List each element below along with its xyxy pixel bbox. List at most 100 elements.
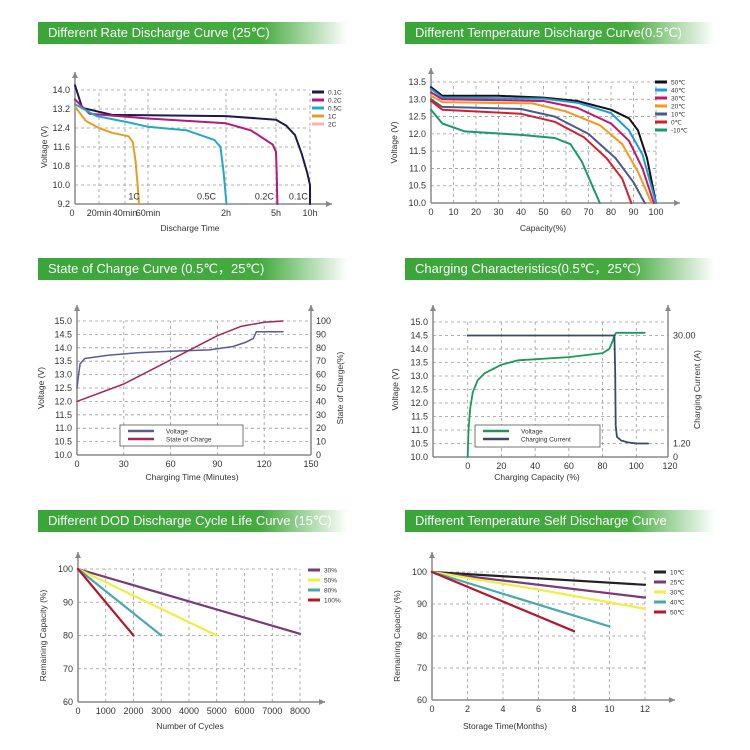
x-tick-label: 7000 bbox=[262, 706, 282, 716]
x-tick-label: 3000 bbox=[151, 706, 171, 716]
title-charging-characteristics: Charging Characteristics(0.5℃，25℃) bbox=[405, 258, 715, 280]
x-tick-label: 10 bbox=[604, 704, 614, 714]
y-tick-label: 10.5 bbox=[410, 439, 428, 449]
x-tick-label: 30 bbox=[493, 207, 503, 217]
y2-tick-label: 20 bbox=[316, 423, 326, 433]
y2-tick-label: 30.00 bbox=[673, 331, 696, 341]
y-tick-label: 60 bbox=[63, 697, 73, 707]
y-tick-label: 14.0 bbox=[54, 343, 72, 353]
series-line-40- bbox=[430, 570, 611, 628]
legend-label: 1C bbox=[328, 114, 337, 121]
series-line-10- bbox=[430, 570, 647, 586]
series-line-100- bbox=[76, 567, 135, 637]
x-tick-label: 10h bbox=[302, 208, 317, 218]
curve-annotation: 0.1C bbox=[289, 191, 309, 201]
legend-label: 40℃ bbox=[671, 88, 686, 95]
x-tick-label: 5h bbox=[271, 208, 281, 218]
legend-label: 100% bbox=[324, 598, 341, 605]
legend-label: 50℃ bbox=[670, 610, 685, 617]
y-tick-label: 80 bbox=[417, 631, 427, 641]
x-tick-label: 60 bbox=[561, 207, 571, 217]
series-line-50- bbox=[430, 86, 657, 204]
y-tick-label: 10.0 bbox=[54, 450, 72, 460]
y-axis-arrow-icon bbox=[428, 68, 434, 74]
y-axis-label: Remaining Capacity (%) bbox=[392, 590, 402, 682]
x-tick-label: 2h bbox=[221, 208, 231, 218]
y2-tick-label: 70 bbox=[316, 356, 326, 366]
y2-axis-label: Charging Current (A) bbox=[692, 350, 702, 429]
x-tick-label: 150 bbox=[303, 459, 318, 469]
x-tick-label: 120 bbox=[257, 459, 272, 469]
y-tick-label: 13.0 bbox=[408, 94, 426, 104]
y-tick-label: 11.6 bbox=[53, 142, 70, 152]
y-tick-label: 11.5 bbox=[409, 146, 426, 156]
y2-axis-arrow-icon bbox=[308, 305, 314, 311]
y-tick-label: 10.8 bbox=[52, 161, 70, 171]
y-tick-label: 13.5 bbox=[408, 77, 426, 87]
y-axis-arrow-icon bbox=[430, 305, 436, 311]
title-state-of-charge: State of Charge Curve (0.5℃，25℃) bbox=[38, 258, 348, 280]
legend-label: 10℃ bbox=[671, 112, 686, 119]
y-tick-label: 11.0 bbox=[411, 425, 428, 435]
title-dod-cycle-life: Different DOD Discharge Cycle Life Curve… bbox=[38, 510, 348, 532]
legend-label: 40℃ bbox=[670, 600, 685, 607]
series-line--10- bbox=[430, 108, 601, 204]
x-tick-label: 6 bbox=[536, 704, 541, 714]
x-tick-label: 60 bbox=[166, 459, 176, 469]
series-line-10- bbox=[430, 98, 646, 204]
title-temperature-discharge: Different Temperature Discharge Curve(0.… bbox=[405, 22, 715, 44]
x-tick-label: 2000 bbox=[123, 706, 143, 716]
x-tick-label: 90 bbox=[212, 459, 222, 469]
y-axis-arrow-icon bbox=[75, 552, 81, 558]
y-tick-label: 13.0 bbox=[54, 370, 72, 380]
series-line-30- bbox=[430, 570, 647, 610]
series-line-0-5c bbox=[74, 103, 228, 205]
legend-label: 20℃ bbox=[671, 104, 686, 111]
legend-label: 0.2C bbox=[328, 98, 342, 105]
series-line-25- bbox=[430, 570, 647, 599]
series-line-voltage bbox=[76, 330, 284, 389]
y-tick-label: 12.5 bbox=[408, 112, 426, 122]
legend-label: 0.5C bbox=[328, 106, 342, 113]
x-tick-label: 40min bbox=[113, 208, 138, 218]
x-tick-label: 60 bbox=[564, 461, 574, 471]
x-tick-label: 50 bbox=[538, 207, 548, 217]
series-line-0-2c bbox=[74, 98, 279, 205]
y-tick-label: 14.5 bbox=[54, 329, 72, 339]
y2-tick-label: 10 bbox=[316, 437, 326, 447]
y-axis-label: Voltage (V) bbox=[36, 367, 46, 409]
y2-axis-arrow-icon bbox=[665, 305, 671, 311]
x-tick-label: 0 bbox=[69, 208, 74, 218]
x-tick-label: 20 bbox=[496, 461, 506, 471]
legend-label: 25℃ bbox=[670, 580, 685, 587]
y-axis-label: Voltage (V) bbox=[389, 121, 399, 163]
x-axis-label: Number of Cycles bbox=[156, 721, 224, 731]
legend-label: Voltage bbox=[166, 429, 188, 436]
x-tick-label: 6000 bbox=[234, 706, 254, 716]
y-tick-label: 90 bbox=[63, 597, 73, 607]
y-tick-label: 60 bbox=[417, 695, 427, 705]
y-tick-label: 13.0 bbox=[410, 371, 428, 381]
x-tick-label: 40 bbox=[516, 207, 526, 217]
chart-6: 60 70 80 90 100 0 2 4 6 8 10 12 Storage Time(Months)… bbox=[392, 552, 685, 731]
series-line-20- bbox=[430, 94, 653, 204]
x-axis-arrow-icon bbox=[319, 699, 325, 705]
x-tick-label: 4 bbox=[500, 704, 505, 714]
x-tick-label: 40 bbox=[530, 461, 540, 471]
x-tick-label: 80 bbox=[598, 461, 608, 471]
x-tick-label: 90 bbox=[628, 207, 638, 217]
series-line-state-of-charge bbox=[76, 320, 284, 403]
legend-label: 0℃ bbox=[671, 120, 683, 127]
y-tick-label: 13.5 bbox=[54, 356, 72, 366]
y-tick-label: 11.5 bbox=[411, 412, 428, 422]
x-tick-label: 100 bbox=[648, 207, 663, 217]
x-tick-label: 5000 bbox=[207, 706, 227, 716]
legend-label: 0.1C bbox=[328, 90, 342, 97]
x-tick-label: 70 bbox=[583, 207, 593, 217]
x-axis-arrow-icon bbox=[326, 201, 332, 207]
x-tick-label: 60min bbox=[136, 208, 161, 218]
y2-axis-label: State of Charge(%) bbox=[335, 351, 345, 424]
x-axis-label: Charging Time (Minutes) bbox=[145, 472, 238, 482]
y-tick-label: 11.5 bbox=[55, 410, 72, 420]
